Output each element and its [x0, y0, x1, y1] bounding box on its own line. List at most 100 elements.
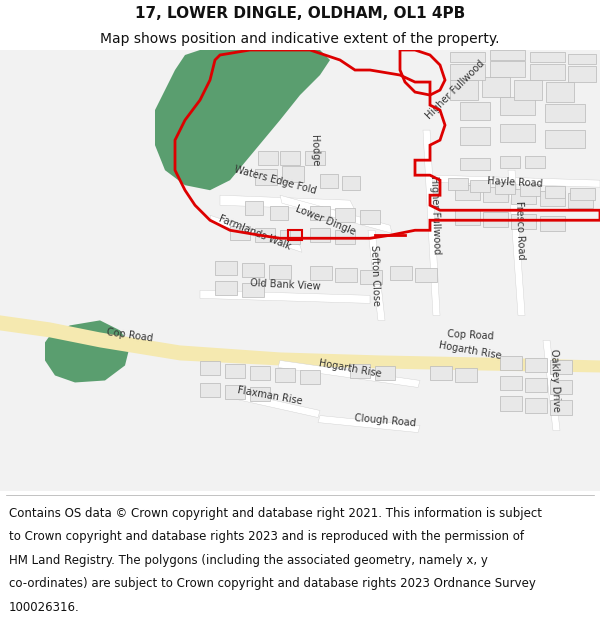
Polygon shape — [220, 195, 355, 210]
Bar — [500, 156, 520, 168]
Text: Sefton Close: Sefton Close — [369, 244, 381, 306]
Text: Lower Dingle: Lower Dingle — [293, 204, 356, 237]
Bar — [415, 268, 437, 282]
Bar — [275, 369, 295, 382]
Bar — [300, 371, 320, 384]
Polygon shape — [508, 170, 525, 316]
Polygon shape — [318, 416, 420, 432]
Bar — [305, 151, 325, 165]
Text: Higher Fullwood: Higher Fullwood — [428, 176, 442, 254]
Bar — [568, 66, 596, 82]
Bar — [215, 281, 237, 296]
Text: Flaxman Rise: Flaxman Rise — [237, 385, 303, 406]
Bar — [550, 401, 572, 414]
Polygon shape — [543, 341, 560, 431]
Text: Contains OS data © Crown copyright and database right 2021. This information is : Contains OS data © Crown copyright and d… — [9, 507, 542, 520]
Polygon shape — [435, 175, 600, 188]
Bar — [360, 270, 382, 284]
Polygon shape — [0, 316, 600, 372]
Bar — [490, 50, 525, 60]
Bar — [470, 180, 490, 192]
Bar — [450, 52, 485, 62]
Polygon shape — [280, 195, 392, 233]
Bar — [525, 399, 547, 412]
Bar — [310, 266, 332, 281]
Polygon shape — [423, 130, 440, 316]
Bar — [200, 361, 220, 376]
Bar — [200, 384, 220, 398]
Bar — [250, 388, 270, 401]
Text: Hogarth Rise: Hogarth Rise — [438, 340, 502, 361]
Bar — [490, 61, 525, 77]
Polygon shape — [228, 391, 320, 418]
Bar — [482, 77, 510, 97]
Bar — [460, 127, 490, 145]
Bar — [455, 185, 480, 200]
Bar — [360, 210, 380, 224]
Bar — [310, 206, 330, 220]
Bar — [320, 174, 338, 188]
Bar — [242, 263, 264, 278]
Bar — [430, 366, 452, 381]
Bar — [511, 189, 536, 204]
Bar — [455, 369, 477, 382]
Bar — [280, 151, 300, 165]
Text: 100026316.: 100026316. — [9, 601, 80, 614]
Bar — [540, 191, 565, 206]
Bar — [525, 358, 547, 372]
Bar — [525, 379, 547, 392]
Text: Map shows position and indicative extent of the property.: Map shows position and indicative extent… — [100, 32, 500, 46]
Bar — [310, 228, 330, 242]
Bar — [448, 178, 468, 190]
Text: Hodge: Hodge — [310, 134, 320, 166]
Bar — [483, 188, 508, 202]
Bar — [460, 102, 490, 120]
Bar — [514, 80, 542, 100]
Bar — [483, 213, 508, 228]
Bar — [500, 396, 522, 411]
Bar — [450, 80, 478, 100]
Bar — [250, 366, 270, 381]
Text: Cop Road: Cop Road — [106, 328, 154, 344]
Bar — [455, 210, 480, 225]
Polygon shape — [210, 215, 302, 252]
Bar — [546, 82, 574, 102]
Text: Clough Road: Clough Road — [354, 413, 416, 428]
Bar — [280, 230, 300, 244]
Bar — [568, 193, 593, 208]
Bar — [570, 188, 595, 200]
Text: Old Bank View: Old Bank View — [250, 279, 320, 292]
Bar — [390, 266, 412, 281]
Bar — [350, 364, 370, 379]
Text: 17, LOWER DINGLE, OLDHAM, OL1 4PB: 17, LOWER DINGLE, OLDHAM, OL1 4PB — [135, 6, 465, 21]
Bar — [255, 169, 277, 185]
Text: Hogarth Rise: Hogarth Rise — [318, 358, 382, 379]
Bar — [500, 97, 535, 115]
Bar — [335, 268, 357, 282]
Bar — [375, 366, 395, 381]
Bar — [290, 230, 302, 238]
Bar — [269, 265, 291, 279]
Bar — [255, 228, 275, 242]
Text: co-ordinates) are subject to Crown copyright and database rights 2023 Ordnance S: co-ordinates) are subject to Crown copyr… — [9, 578, 536, 590]
Bar — [225, 364, 245, 379]
Bar — [500, 376, 522, 391]
Bar — [215, 261, 237, 276]
Polygon shape — [278, 361, 420, 388]
Bar — [525, 156, 545, 168]
Bar — [495, 182, 515, 194]
Bar — [540, 216, 565, 231]
Polygon shape — [155, 50, 330, 190]
Bar — [545, 186, 565, 198]
Bar — [245, 201, 263, 215]
Bar — [270, 206, 288, 220]
Polygon shape — [368, 230, 385, 321]
Bar — [550, 361, 572, 374]
Bar — [335, 208, 355, 222]
Bar — [568, 54, 596, 64]
Bar — [500, 124, 535, 142]
Bar — [230, 226, 250, 240]
Polygon shape — [200, 291, 370, 303]
Bar — [530, 64, 565, 80]
Text: Waters Edge Fold: Waters Edge Fold — [233, 164, 317, 196]
